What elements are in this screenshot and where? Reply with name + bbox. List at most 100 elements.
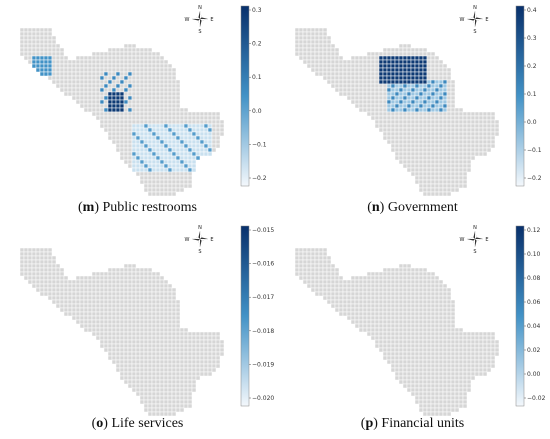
- grid-cell: [378, 311, 384, 317]
- grid-cell: [406, 351, 412, 357]
- grid-cell: [402, 127, 408, 133]
- grid-cell: [446, 303, 452, 309]
- grid-cell: [450, 155, 456, 161]
- grid-cell: [466, 375, 472, 381]
- grid-cell: [446, 291, 452, 297]
- grid-cell: [99, 343, 105, 349]
- grid-cell: [75, 275, 81, 281]
- grid-cell: [107, 107, 113, 113]
- grid-cell: [127, 147, 133, 153]
- grid-cell: [179, 163, 185, 169]
- grid-cell: [139, 63, 145, 69]
- grid-cell: [155, 179, 161, 185]
- grid-cell: [47, 63, 53, 69]
- grid-cell: [87, 327, 93, 333]
- grid-cell: [91, 111, 97, 117]
- grid-cell: [115, 59, 121, 65]
- grid-cell: [79, 87, 85, 93]
- grid-cell: [79, 319, 85, 325]
- grid-cell: [31, 263, 37, 269]
- grid-cell: [99, 279, 105, 285]
- grid-cell: [91, 51, 97, 57]
- grid-cell: [330, 275, 336, 281]
- grid-cell: [482, 351, 488, 357]
- grid-cell: [410, 267, 416, 273]
- grid-cell: [402, 79, 408, 85]
- grid-cell: [103, 307, 109, 313]
- grid-cell: [438, 175, 444, 181]
- grid-cell: [123, 279, 129, 285]
- grid-cell: [127, 319, 133, 325]
- grid-cell: [462, 371, 468, 377]
- colorbar-gradient: [240, 225, 250, 407]
- grid-cell: [67, 59, 73, 65]
- grid-cell: [402, 115, 408, 121]
- grid-cell: [370, 275, 376, 281]
- grid-cell: [378, 331, 384, 337]
- grid-cell: [127, 127, 133, 133]
- grid-cell: [123, 327, 129, 333]
- grid-cell: [175, 99, 181, 105]
- grid-cell: [187, 179, 193, 185]
- grid-cell: [474, 343, 480, 349]
- grid-cell: [338, 83, 344, 89]
- grid-cell: [394, 111, 400, 117]
- grid-cell: [406, 311, 412, 317]
- grid-cell: [422, 159, 428, 165]
- grid-cell: [386, 355, 392, 361]
- grid-cell: [374, 275, 380, 281]
- grid-cell: [151, 91, 157, 97]
- grid-cell: [147, 47, 153, 53]
- grid-cell: [406, 371, 412, 377]
- colorbar-gradient: [240, 5, 250, 187]
- grid-cell: [131, 115, 137, 121]
- grid-cell: [183, 391, 189, 397]
- grid-cell: [179, 327, 185, 333]
- grid-cell: [414, 159, 420, 165]
- grid-cell: [446, 319, 452, 325]
- grid-cell: [422, 347, 428, 353]
- grid-cell: [211, 115, 217, 121]
- grid-cell: [139, 131, 145, 137]
- grid-cell: [127, 363, 133, 369]
- grid-cell: [382, 135, 388, 141]
- grid-cell: [155, 75, 161, 81]
- grid-cell: [470, 139, 476, 145]
- grid-cell: [139, 283, 145, 289]
- grid-cell: [143, 123, 149, 129]
- grid-cell: [59, 83, 65, 89]
- grid-cell: [123, 107, 129, 113]
- grid-cell: [127, 151, 133, 157]
- grid-cell: [470, 359, 476, 365]
- grid-cell: [163, 407, 169, 413]
- grid-cell: [87, 91, 93, 97]
- grid-cell: [398, 79, 404, 85]
- grid-cell: [394, 363, 400, 369]
- grid-cell: [167, 291, 173, 297]
- grid-cell: [155, 347, 161, 353]
- grid-cell: [426, 103, 432, 109]
- grid-cell: [151, 327, 157, 333]
- grid-cell: [107, 343, 113, 349]
- grid-cell: [314, 71, 320, 77]
- grid-cell: [462, 367, 468, 373]
- grid-cell: [135, 67, 141, 73]
- grid-cell: [354, 307, 360, 313]
- grid-cell: [374, 311, 380, 317]
- grid-cell: [434, 127, 440, 133]
- grid-cell: [446, 367, 452, 373]
- grid-cell: [390, 359, 396, 365]
- grid-cell: [191, 363, 197, 369]
- grid-cell: [414, 131, 420, 137]
- grid-cell: [155, 375, 161, 381]
- grid-cell: [438, 407, 444, 413]
- grid-cell: [171, 359, 177, 365]
- grid-cell: [79, 279, 85, 285]
- grid-cell: [410, 79, 416, 85]
- grid-cell: [418, 183, 424, 189]
- grid-cell: [458, 403, 464, 409]
- grid-cell: [426, 335, 432, 341]
- grid-cell: [127, 367, 133, 373]
- grid-cell: [418, 359, 424, 365]
- grid-cell: [330, 283, 336, 289]
